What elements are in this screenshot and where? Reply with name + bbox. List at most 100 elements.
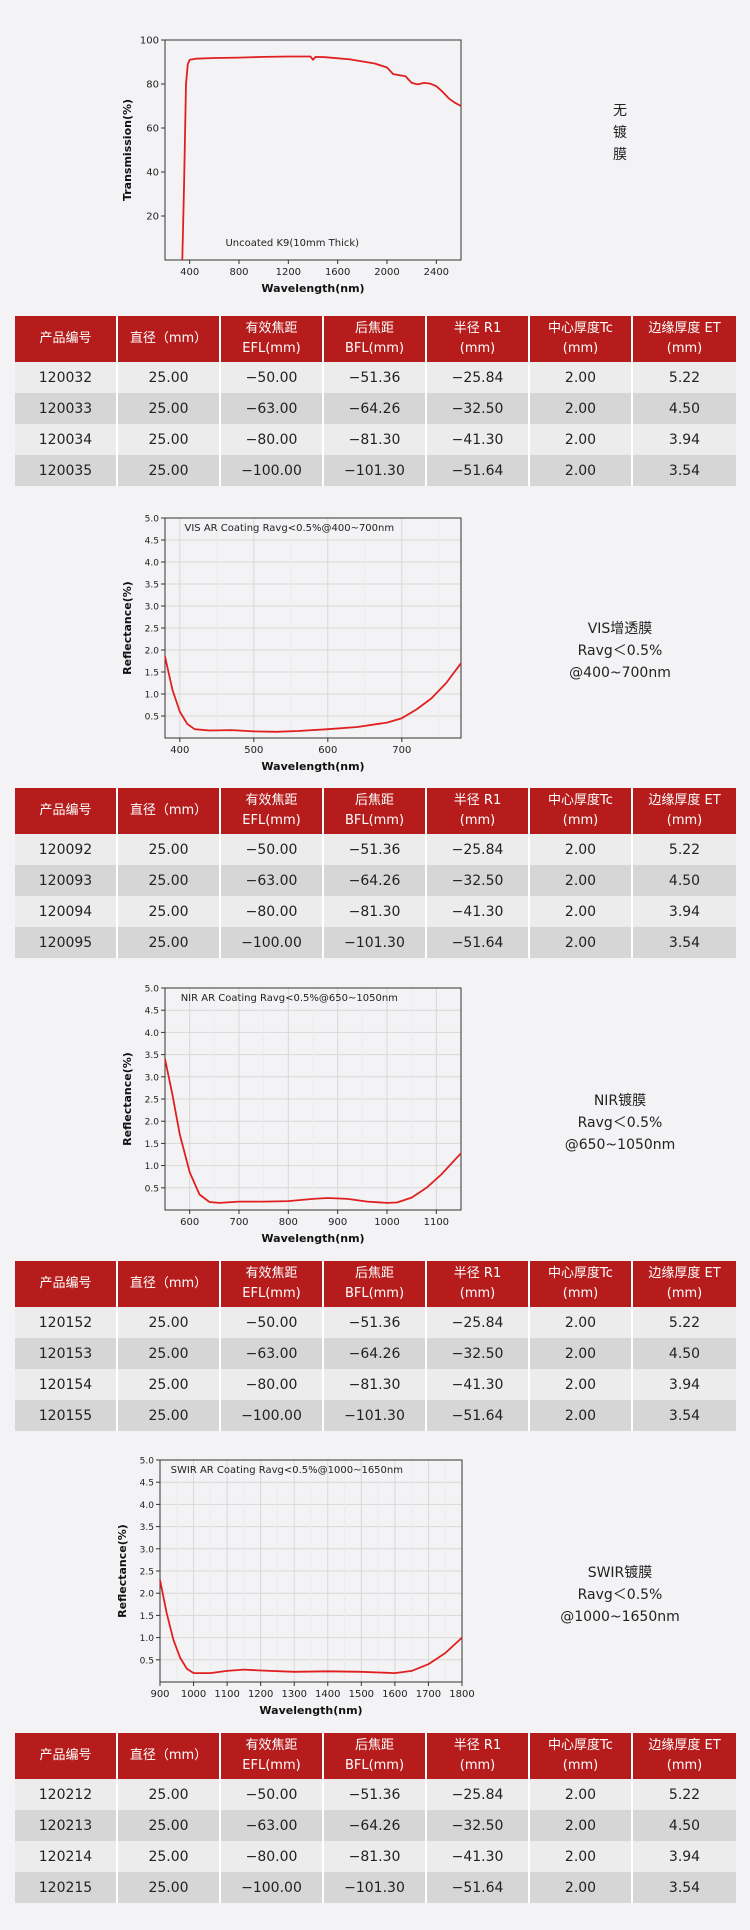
series-line — [164, 656, 462, 733]
table-cell: −101.30 — [324, 455, 427, 486]
table-header-row: 产品编号 直径（mm） 有效焦距 EFL(mm) 后焦距 BFL(mm) 半径 R1 (mm)… — [15, 316, 736, 362]
table-header-row: 产品编号 直径（mm） 有效焦距 EFL(mm) 后焦距 BFL(mm) 半径 R1 (mm)… — [15, 1733, 736, 1779]
table-header-cell: 中心厚度Tc (mm) — [530, 788, 633, 834]
table-cell: 2.00 — [530, 1307, 633, 1338]
table-header-cell: 产品编号 — [15, 1733, 118, 1779]
coating-label-line: @1000~1650nm — [560, 1609, 680, 1625]
table-row: 120095 25.00 −100.00 −101.30 −51.64 2.00 3.54 — [15, 927, 736, 958]
table-header-cell: 半径 R1 (mm) — [427, 788, 530, 834]
table-header-cell: 边缘厚度 ET (mm) — [633, 1261, 736, 1307]
table-row: 120152 25.00 −50.00 −51.36 −25.84 2.00 5.22 — [15, 1307, 736, 1338]
table-cell: −25.84 — [427, 834, 530, 865]
table-cell: 2.00 — [530, 927, 633, 958]
y-tick-label: 3.0 — [145, 603, 160, 613]
x-tick-label: 1800 — [449, 1689, 474, 1700]
spec-table: 产品编号 直径（mm） 有效焦距 EFL(mm) 后焦距 BFL(mm) 半径 R1 (mm)… — [15, 1261, 736, 1431]
x-tick-label: 1700 — [416, 1689, 441, 1700]
y-tick-label: 2.5 — [145, 625, 159, 635]
table-cell: −81.30 — [324, 1841, 427, 1872]
y-tick-label: 2.0 — [145, 647, 160, 657]
table-cell: 25.00 — [118, 1307, 221, 1338]
x-tick-label: 900 — [150, 1689, 169, 1700]
table-cell: 3.54 — [633, 1400, 736, 1431]
y-tick-label: 2.0 — [140, 1590, 155, 1600]
table-header-row: 产品编号 直径（mm） 有效焦距 EFL(mm) 后焦距 BFL(mm) 半径 R1 (mm)… — [15, 1261, 736, 1307]
table-cell: −100.00 — [221, 1872, 324, 1903]
table-cell: 5.22 — [633, 1779, 736, 1810]
table-row: 120155 25.00 −100.00 −101.30 −51.64 2.00 3.54 — [15, 1400, 736, 1431]
table-cell: 25.00 — [118, 834, 221, 865]
table-header-cell: 产品编号 — [15, 316, 118, 362]
table-row: 120033 25.00 −63.00 −64.26 −32.50 2.00 4.50 — [15, 393, 736, 424]
table-header-cell: 有效焦距 EFL(mm) — [221, 1733, 324, 1779]
table-cell: −50.00 — [221, 1779, 324, 1810]
table-cell: −80.00 — [221, 896, 324, 927]
y-tick-label: 1.0 — [140, 1634, 155, 1644]
table-header-cell: 半径 R1 (mm) — [427, 1261, 530, 1307]
coating-label-line: @650~1050nm — [564, 1137, 676, 1153]
y-tick-label: 3.5 — [145, 1051, 159, 1061]
table-cell: −51.64 — [427, 927, 530, 958]
table-cell: −32.50 — [427, 1810, 530, 1841]
table-cell: −51.64 — [427, 1400, 530, 1431]
series-line — [159, 1579, 463, 1674]
table-cell: 120094 — [15, 896, 118, 927]
table-cell: −50.00 — [221, 1307, 324, 1338]
y-tick-label: 1.5 — [140, 1612, 154, 1622]
table-cell: 2.00 — [530, 1810, 633, 1841]
table-row: 120215 25.00 −100.00 −101.30 −51.64 2.00 3.54 — [15, 1872, 736, 1903]
x-tick-label: 2000 — [374, 267, 399, 278]
y-axis-label: Reflectance(%) — [116, 1524, 129, 1618]
table-cell: −51.36 — [324, 834, 427, 865]
table-cell: 2.00 — [530, 393, 633, 424]
table-cell: −80.00 — [221, 1369, 324, 1400]
table-cell: −64.26 — [324, 1810, 427, 1841]
coating-label-line: 镀 — [613, 125, 627, 141]
table-header-cell: 边缘厚度 ET (mm) — [633, 1733, 736, 1779]
x-tick-label: 600 — [180, 1217, 199, 1228]
table-cell: −51.64 — [427, 1872, 530, 1903]
table-cell: 3.94 — [633, 424, 736, 455]
x-tick-label: 1400 — [315, 1689, 340, 1700]
table-cell: 2.00 — [530, 1779, 633, 1810]
y-tick-label: 2.5 — [145, 1096, 159, 1106]
table-header-cell: 中心厚度Tc (mm) — [530, 1733, 633, 1779]
x-tick-label: 900 — [328, 1217, 347, 1228]
y-tick-label: 2.0 — [145, 1118, 160, 1128]
table-cell: 2.00 — [530, 1872, 633, 1903]
table-cell: 2.00 — [530, 865, 633, 896]
y-tick-label: 3.0 — [140, 1545, 155, 1555]
chart-title: NIR AR Coating Ravg<0.5%@650~1050nm — [181, 993, 398, 1004]
coating-label-line: Ravg＜0.5% — [577, 1115, 663, 1131]
table-header-cell: 产品编号 — [15, 788, 118, 834]
table-header-cell: 直径（mm） — [118, 1261, 221, 1307]
table-header-cell: 直径（mm） — [118, 1733, 221, 1779]
table-cell: −41.30 — [427, 424, 530, 455]
table-cell: −25.84 — [427, 362, 530, 393]
table-cell: −101.30 — [324, 1400, 427, 1431]
y-tick-label: 40 — [146, 168, 159, 179]
y-tick-label: 1.5 — [145, 1140, 159, 1150]
table-cell: −81.30 — [324, 424, 427, 455]
x-tick-label: 400 — [180, 267, 199, 278]
x-tick-label: 1600 — [382, 1689, 407, 1700]
table-cell: −81.30 — [324, 1369, 427, 1400]
table-cell: 25.00 — [118, 927, 221, 958]
y-tick-label: 5.0 — [145, 985, 160, 995]
x-tick-label: 400 — [170, 745, 189, 756]
coating-label-line: Ravg＜0.5% — [577, 1587, 663, 1603]
chart-0: 20 40 60 80 100 400 800 1200 1600 2000 2400 Uncoate… — [121, 36, 462, 295]
table-header-cell: 半径 R1 (mm) — [427, 316, 530, 362]
table-row: 120092 25.00 −50.00 −51.36 −25.84 2.00 5.22 — [15, 834, 736, 865]
table-cell: 25.00 — [118, 1810, 221, 1841]
chart-3: 0.5 1.0 1.5 2.0 2.5 3.0 3.5 4.0 4.5 5.0 900 1000 110… — [116, 1457, 475, 1718]
table-cell: 120095 — [15, 927, 118, 958]
table-cell: 120033 — [15, 393, 118, 424]
table-header-cell: 中心厚度Tc (mm) — [530, 1261, 633, 1307]
table-cell: 4.50 — [633, 393, 736, 424]
table-cell: 2.00 — [530, 1369, 633, 1400]
y-tick-label: 2.5 — [140, 1568, 154, 1578]
y-tick-label: 3.5 — [140, 1523, 154, 1533]
coating-label: NIR镀膜 Ravg＜0.5% @650~1050nm — [530, 1090, 710, 1156]
